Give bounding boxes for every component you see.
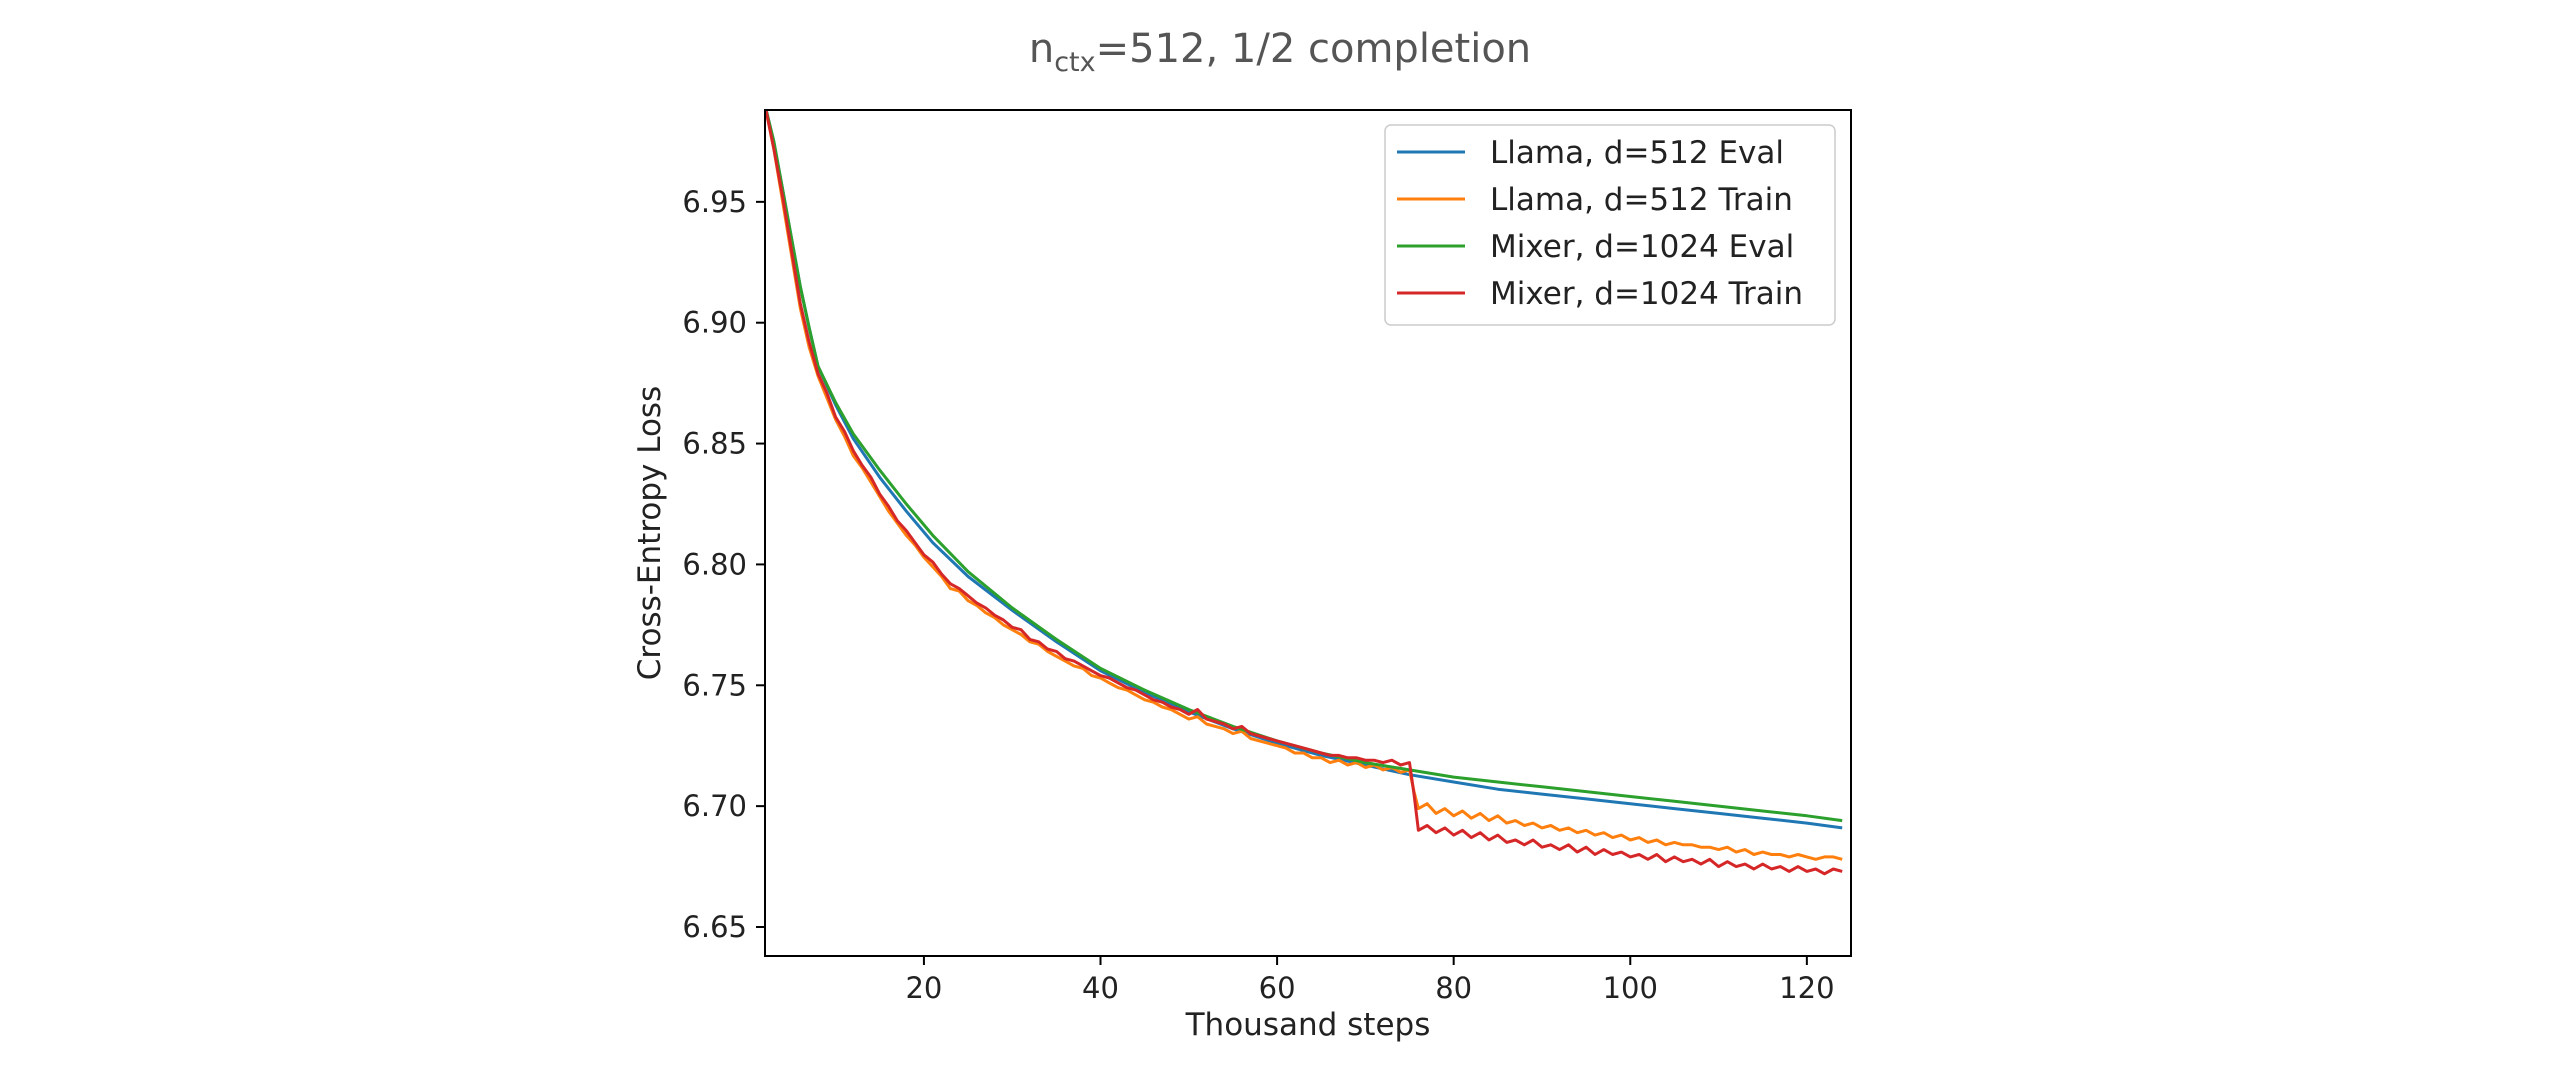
legend-label-2: Llama, d=512 Train [1490, 182, 1793, 218]
x-tick-label: 20 [905, 971, 942, 1005]
y-tick-label: 6.65 [682, 910, 747, 944]
x-axis-label: Thousand steps [1185, 1007, 1431, 1043]
y-axis: 6.65 6.70 6.75 6.80 6.85 6.90 6.95 [682, 185, 765, 944]
title-subscript: ctx [1054, 47, 1095, 78]
title-rest: =512, 1/2 completion [1096, 26, 1532, 72]
y-tick-label: 6.75 [682, 668, 747, 702]
title-base: n [1029, 26, 1054, 72]
y-tick-label: 6.85 [682, 427, 747, 461]
x-axis: 20 40 60 80 100 120 [905, 956, 1835, 1005]
x-tick-label: 40 [1082, 971, 1119, 1005]
legend-label-4: Mixer, d=1024 Train [1490, 276, 1803, 312]
legend-label-1: Llama, d=512 Eval [1490, 135, 1784, 171]
legend: Llama, d=512 Eval Llama, d=512 Train Mixer… [1384, 124, 1836, 326]
chart-title: nctx=512, 1/2 completion [1029, 26, 1531, 78]
y-tick-label: 6.90 [682, 306, 747, 340]
legend-box [1384, 124, 1836, 326]
legend-label-3: Mixer, d=1024 Eval [1490, 229, 1794, 265]
series-layer [765, 110, 1843, 876]
x-tick-label: 120 [1779, 971, 1834, 1005]
y-tick-label: 6.70 [682, 789, 747, 823]
series-line-2 [765, 110, 1843, 861]
y-axis-label: Cross-Entropy Loss [632, 386, 668, 680]
x-tick-label: 60 [1259, 971, 1296, 1005]
y-tick-label: 6.80 [682, 547, 747, 581]
plot-frame [764, 109, 1852, 957]
series-line-4 [765, 110, 1843, 876]
x-tick-label: 80 [1435, 971, 1472, 1005]
series-line-3 [765, 110, 1843, 823]
x-tick-label: 100 [1603, 971, 1658, 1005]
y-tick-label: 6.95 [682, 185, 747, 219]
